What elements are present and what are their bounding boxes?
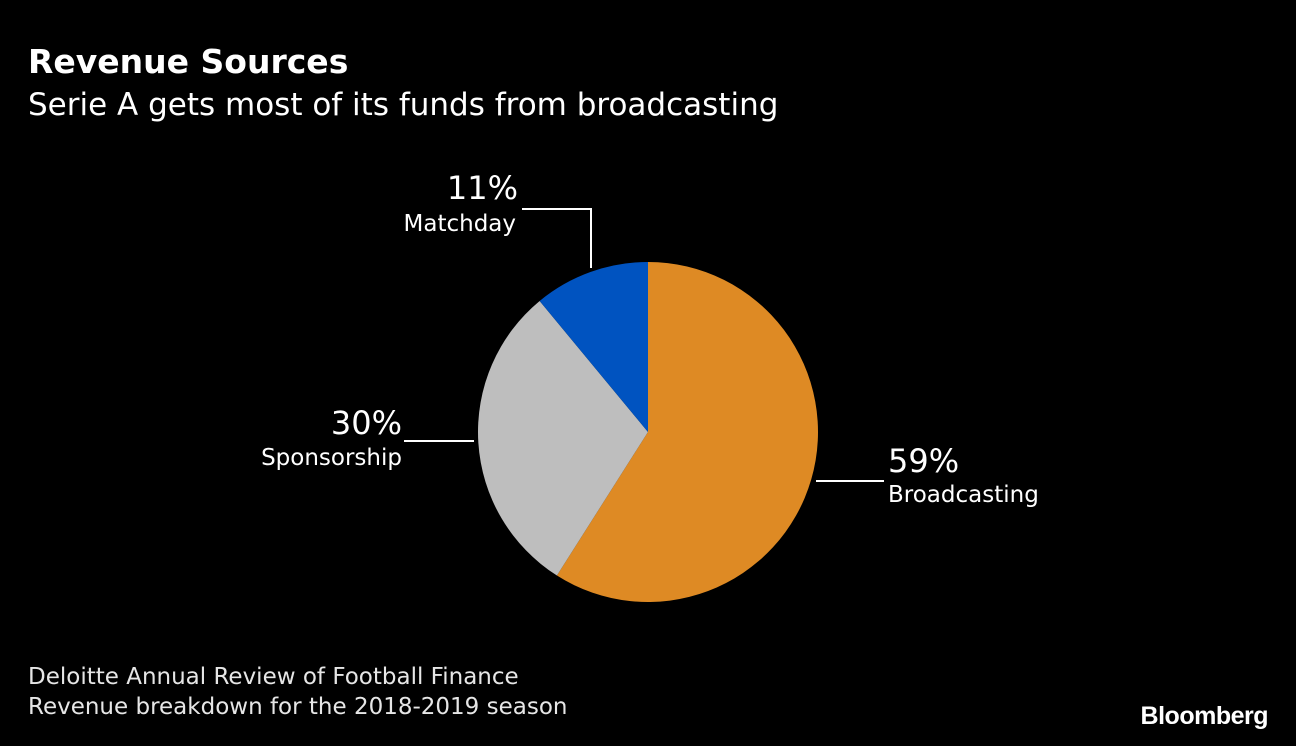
slice-value-label-broadcasting: 59% bbox=[888, 442, 959, 480]
pie-slice-matchday bbox=[539, 262, 648, 432]
pie-slice-sponsorship bbox=[478, 301, 648, 576]
chart-subtitle: Serie A gets most of its funds from broa… bbox=[28, 87, 779, 123]
slice-value-label-sponsorship: 30% bbox=[331, 404, 402, 442]
slice-category-label-matchday: Matchday bbox=[404, 211, 516, 237]
chart-title: Revenue Sources bbox=[28, 42, 349, 81]
brand-logo: Bloomberg bbox=[1140, 702, 1269, 730]
slice-category-label-sponsorship: Sponsorship bbox=[261, 445, 402, 471]
source-note: Deloitte Annual Review of Football Finan… bbox=[28, 662, 568, 722]
source-line-2: Revenue breakdown for the 2018-2019 seas… bbox=[28, 694, 568, 720]
slice-value-label-matchday: 11% bbox=[447, 169, 518, 207]
pie-slice-broadcasting bbox=[556, 262, 818, 602]
leader-line-matchday bbox=[522, 208, 592, 268]
source-line-1: Deloitte Annual Review of Football Finan… bbox=[28, 664, 519, 690]
slice-category-label-broadcasting: Broadcasting bbox=[888, 482, 1039, 508]
